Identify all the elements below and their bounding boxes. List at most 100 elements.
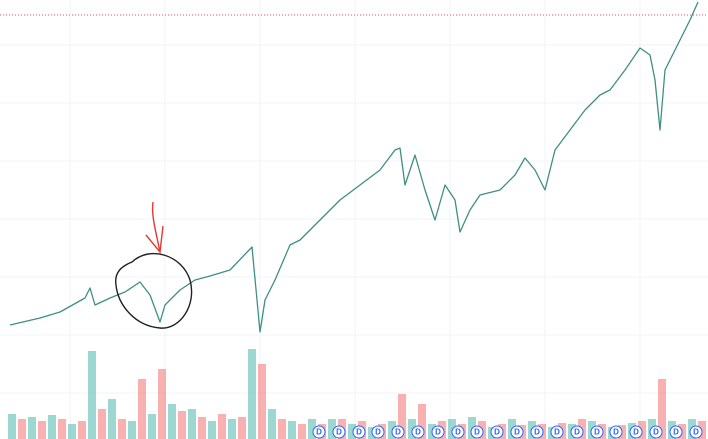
dividend-marker-label: D xyxy=(514,428,520,437)
dividend-marker-circle xyxy=(332,425,346,439)
dividend-marker-circle xyxy=(530,425,544,439)
dividend-marker-circle xyxy=(411,425,425,439)
dividend-marker-circle xyxy=(550,425,564,439)
dividend-marker-label: D xyxy=(474,428,480,437)
volume-bar xyxy=(58,419,66,439)
volume-bar xyxy=(248,349,256,439)
dividend-marker-label: D xyxy=(415,428,421,437)
dividend-marker: D xyxy=(371,425,385,439)
volume-bar xyxy=(38,421,46,439)
volume-bar xyxy=(48,415,56,439)
dividend-marker-circle xyxy=(451,425,465,439)
dividend-marker-label: D xyxy=(673,428,679,437)
volume-bar xyxy=(158,369,166,439)
dividend-marker-label: D xyxy=(356,428,362,437)
dividend-marker-label: D xyxy=(693,428,699,437)
dividend-marker-circle xyxy=(570,425,584,439)
dividend-marker: D xyxy=(490,425,504,439)
dividend-marker-label: D xyxy=(534,428,540,437)
dividend-marker-circle xyxy=(609,425,623,439)
dividend-marker: D xyxy=(570,425,584,439)
dividend-marker: D xyxy=(689,425,703,439)
volume-bar xyxy=(258,364,266,439)
price-line xyxy=(9,1,699,333)
dividend-marker: D xyxy=(431,425,445,439)
dividend-marker-circle xyxy=(649,425,663,439)
dividend-marker: D xyxy=(451,425,465,439)
volume-bar xyxy=(78,421,86,439)
volume-bar xyxy=(28,417,36,439)
dividend-marker-label: D xyxy=(435,428,441,437)
volume-bar xyxy=(308,419,316,439)
annotation-circle xyxy=(115,252,193,329)
volume-bar xyxy=(138,379,146,439)
dividend-marker-circle xyxy=(431,425,445,439)
volume-bar xyxy=(418,404,426,439)
dividend-marker-label: D xyxy=(395,428,401,437)
dividend-marker-label: D xyxy=(613,428,619,437)
dividend-marker: D xyxy=(352,425,366,439)
volume-bar xyxy=(118,419,126,439)
volume-bar xyxy=(288,421,296,439)
dividend-marker-circle xyxy=(689,425,703,439)
volume-bar xyxy=(348,424,356,439)
volume-bar xyxy=(148,414,156,439)
dividend-marker: D xyxy=(411,425,425,439)
dividend-marker: D xyxy=(590,425,604,439)
dividend-marker-label: D xyxy=(653,428,659,437)
volume-bar xyxy=(208,421,216,439)
dividend-marker: D xyxy=(629,425,643,439)
volume-bar xyxy=(8,414,16,439)
dividend-marker-circle xyxy=(470,425,484,439)
dividend-marker-label: D xyxy=(336,428,342,437)
dividend-marker-circle xyxy=(510,425,524,439)
dividend-marker-label: D xyxy=(594,428,600,437)
volume-bar xyxy=(98,409,106,439)
dividend-marker-circle xyxy=(490,425,504,439)
dividend-marker: D xyxy=(470,425,484,439)
dividend-marker-label: D xyxy=(316,428,322,437)
volume-bar xyxy=(448,419,456,439)
volume-bar xyxy=(408,419,416,439)
dividend-marker-label: D xyxy=(574,428,580,437)
dividend-marker-circle xyxy=(371,425,385,439)
dividend-marker: D xyxy=(550,425,564,439)
dividend-marker-circle xyxy=(669,425,683,439)
volume-bar xyxy=(128,421,136,439)
dividend-marker: D xyxy=(510,425,524,439)
dividend-marker-label: D xyxy=(375,428,381,437)
dividend-marker-circle xyxy=(312,425,326,439)
dividend-marker-circle xyxy=(352,425,366,439)
dividend-marker-circle xyxy=(590,425,604,439)
dividend-marker: D xyxy=(332,425,346,439)
dividend-marker: D xyxy=(669,425,683,439)
volume-bar xyxy=(108,399,116,439)
volume-bar xyxy=(298,424,306,439)
volume-bar xyxy=(658,379,666,439)
dividend-marker-label: D xyxy=(494,428,500,437)
volume-bar xyxy=(168,404,176,439)
dividend-marker-label: D xyxy=(554,428,560,437)
volume-bar xyxy=(328,419,336,439)
volume-bar xyxy=(278,419,286,439)
volume-bar xyxy=(68,424,76,439)
dividend-marker: D xyxy=(609,425,623,439)
volume-bar xyxy=(18,419,26,439)
dividend-marker: D xyxy=(530,425,544,439)
volume-bar xyxy=(188,409,196,439)
volume-bar xyxy=(218,414,226,439)
volume-bar xyxy=(178,411,186,439)
volume-bar xyxy=(268,409,276,439)
volume-bar xyxy=(238,417,246,439)
volume-bar xyxy=(198,417,206,439)
annotation xyxy=(115,201,193,329)
dividend-marker: D xyxy=(312,425,326,439)
annotation-arrowhead xyxy=(145,225,164,254)
dividend-marker-circle xyxy=(391,425,405,439)
volume-bar xyxy=(228,419,236,439)
dividend-marker: D xyxy=(649,425,663,439)
dividend-marker-label: D xyxy=(633,428,639,437)
dividend-marker: D xyxy=(391,425,405,439)
